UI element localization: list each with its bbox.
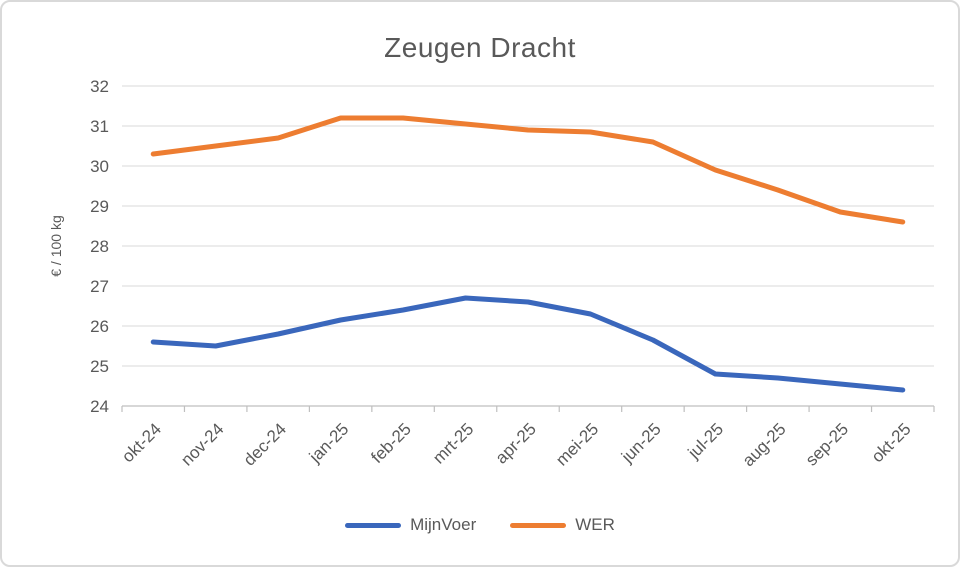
legend-item-mijnvoer: MijnVoer	[345, 515, 476, 535]
legend-item-wer: WER	[510, 515, 615, 535]
series-line-wer	[150, 115, 906, 225]
x-tick-label: okt-24	[118, 419, 165, 466]
chart-title: Zeugen Dracht	[384, 32, 576, 63]
x-tick-label: nov-24	[177, 419, 227, 469]
y-tick-label: 28	[90, 237, 109, 256]
series-line-mijnvoer	[150, 295, 906, 393]
y-tick-label: 25	[90, 357, 109, 376]
x-tick-label: aug-25	[739, 419, 790, 470]
x-tick-label: mrt-25	[429, 419, 477, 467]
y-tick-label: 31	[90, 117, 109, 136]
y-tick-label: 30	[90, 157, 109, 176]
x-tick-label: mei-25	[552, 419, 602, 469]
x-tick-label: apr-25	[492, 419, 540, 467]
x-tick-label: jan-25	[305, 419, 353, 467]
y-tick-label: 29	[90, 197, 109, 216]
x-tick-label: jun-25	[617, 419, 665, 467]
y-tick-label: 24	[90, 397, 109, 416]
y-tick-label: 32	[90, 77, 109, 96]
mijnvoer-line-swatch-icon	[345, 522, 402, 528]
y-tick-label: 27	[90, 277, 109, 296]
x-tick-label: feb-25	[367, 419, 415, 467]
wer-line-swatch-icon	[510, 522, 567, 528]
x-tick-label: sep-25	[802, 419, 852, 469]
x-tick-label: jul-25	[684, 419, 728, 463]
legend-label-mijnvoer: MijnVoer	[410, 515, 477, 534]
x-tick-label: okt-25	[868, 419, 915, 466]
legend-label-wer: WER	[575, 515, 615, 534]
y-tick-label: 26	[90, 317, 109, 336]
x-tick-label: dec-24	[240, 419, 290, 469]
legend: MijnVoer WER	[2, 515, 958, 535]
